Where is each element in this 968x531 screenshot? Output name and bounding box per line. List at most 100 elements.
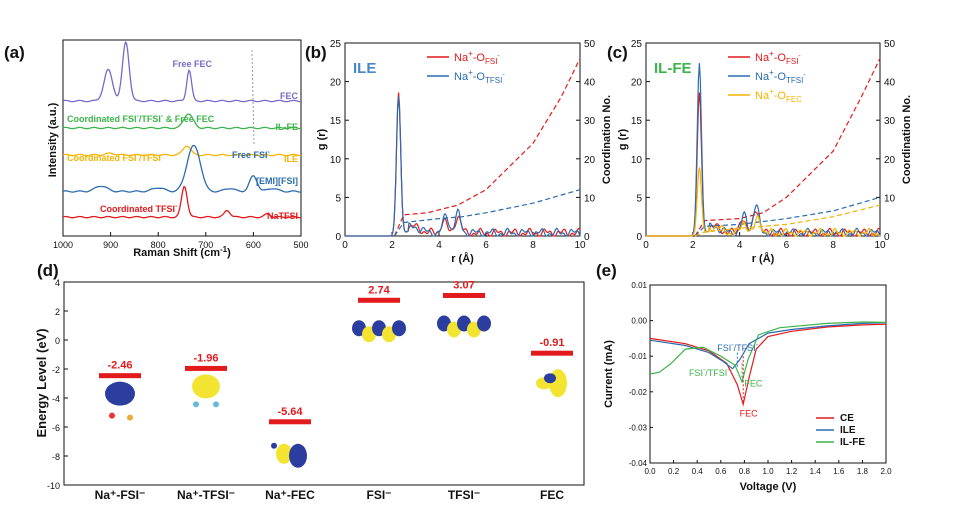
panel-c-frame [645,42,881,237]
orbital-icon [192,374,220,408]
fec-series-label: FEC [280,91,299,101]
panel-d: Energy Level (eV) -10 -8 -6 -4 -2 0 2 4 -2.46 Na⁺… [34,278,585,502]
ytick-label: 25 [631,39,643,50]
panel-a-xtick-label: 1000 [53,240,73,250]
anno-minus: - [727,367,730,374]
legend-o: -O [473,52,486,64]
level-value-label: 3.07 [453,279,474,291]
xtick-label: 2 [690,240,696,251]
panel-b-label: (b) [305,43,327,62]
orbital-icon [271,442,307,468]
xtick-label: 6 [483,240,489,251]
y2tick-label: 20 [884,155,896,166]
ytick-label: 0 [636,232,642,243]
panel-a-xtick-label: 700 [198,240,213,250]
anno-tfsi: /TFSI [734,343,756,353]
category-label: Na⁺-TFSI⁻ [177,488,235,502]
spectrum-ilfe [62,113,301,130]
category-label: FSI⁻ [366,488,391,502]
y2tick-label: 50 [584,39,596,50]
ytick-label: -0.02 [629,388,648,397]
orbital-lobe [276,443,292,464]
y2tick-label: 10 [884,193,896,204]
ytick-label: -6 [52,423,60,433]
y2tick-label: 40 [584,78,596,89]
panel-e-ylabel: Current (mA) [603,340,615,408]
panel-a-ylabel: Intensity (a.u.) [47,102,59,177]
cn-line [694,58,881,237]
legend-sub: FSI [786,57,798,66]
y2label: Coordination No. [601,95,613,184]
y2tick-label: 0 [584,232,590,243]
level-value-label: -2.46 [107,360,132,372]
legend-sub: FSI [485,57,497,66]
orbital-lobe [271,442,277,449]
legend-o: -O [774,90,787,102]
legend-label: CE [840,413,854,424]
fec-annotation-red: FEC [740,409,759,419]
level-bar [443,292,485,298]
level-bar [185,365,227,371]
legend-label: Na+-OFSI- [755,49,801,66]
xtick-label: 2 [389,240,395,251]
anno-tfsi: /TFSI [705,368,727,378]
panel-a: Intensity (a.u.) Raman Shift (cm-1) 1000… [47,39,309,259]
level-value-label: -0.91 [539,337,564,349]
orbital-icon [105,381,135,421]
atom [127,414,133,421]
xtick-label: 2.0 [880,467,892,476]
legend-plus: + [468,49,473,58]
y2tick-label: 30 [584,116,596,127]
ytick-label: 10 [330,155,342,166]
panel-a-guide-1 [251,49,255,146]
y2label: Coordination No. [901,95,913,184]
free-fec-annotation: Free FEC [172,59,212,69]
xtick-label: 1.0 [762,467,774,476]
panel-a-xtick-label: 500 [293,240,308,250]
panel-d-frame [63,281,585,486]
ylabel: g (r) [617,128,629,150]
ytick-label: -4 [52,394,60,404]
xtick-label: 0.2 [668,467,680,476]
orbital-icon [437,315,491,338]
fsi-tfsi-annotation-ile: FSI-/TFSI- [717,342,758,353]
xtick-label: 4 [436,240,442,251]
ytick-label: -0.01 [629,352,648,361]
anno-fsi: FSI [717,343,731,353]
y2tick-label: 20 [584,155,596,166]
fec-annotation-green: FEC [744,378,763,388]
xlabel: r (Å) [752,252,775,265]
panel-b-frame [344,42,581,237]
rdf-line [345,92,581,237]
legend-label: Na+-OTFSI- [454,68,505,85]
xtick-label: 4 [737,240,743,251]
fsi-tfsi-annotation-ilfe: FSI-/TFSI- [689,367,730,378]
legend-label: Na+-OTFSI- [755,68,806,85]
rdf-line [646,92,881,237]
free-fsi-annotation: Free FSI- [232,149,271,160]
ytick-label: 20 [631,78,643,89]
legend-o: -O [774,71,787,83]
panel-a-xtick-label: 900 [103,240,118,250]
panel-d-ylabel: Energy Level (eV) [34,328,49,437]
orbital-lobe [105,381,135,406]
level-value-label: -5.64 [277,406,303,418]
cn-line [694,196,881,237]
xtick-label: 0 [342,240,348,251]
orbital-lobe [544,373,556,384]
legend-label: ILE [840,425,856,436]
category-label: FEC [540,488,564,502]
legend-minus: - [497,53,500,60]
lsv-line [649,322,887,370]
xtick-label: 8 [830,240,836,251]
ytick-label: 5 [636,193,642,204]
ytick-label: 2 [55,307,60,317]
lsv-line [649,323,887,407]
atom [213,401,219,408]
ytick-label: -10 [47,481,60,491]
xtick-label: 1.2 [786,467,798,476]
legend-plus: + [769,87,774,96]
level-bar [99,373,141,379]
ylabel: g (r) [316,128,328,150]
